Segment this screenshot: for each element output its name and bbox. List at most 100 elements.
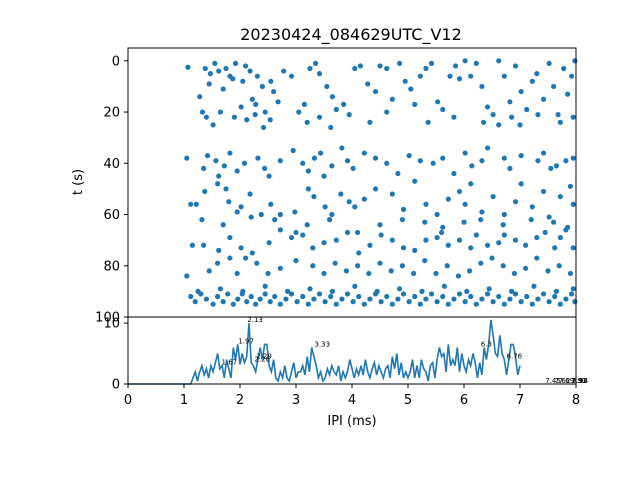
scatter-point: [293, 229, 299, 236]
scatter-point: [408, 86, 414, 92]
scatter-point: [511, 270, 517, 277]
bottom-x-tick-label: 4: [348, 393, 356, 408]
scatter-point: [399, 263, 405, 269]
scatter-point: [234, 270, 240, 277]
scatter-point: [266, 173, 272, 179]
scatter-point: [563, 296, 569, 302]
bottom-y-tick-label: 10: [103, 317, 120, 332]
bottom-x-tick-label: 3: [292, 393, 300, 408]
scatter-point: [529, 204, 535, 210]
scatter-point: [440, 155, 446, 161]
scatter-point: [531, 283, 537, 289]
scatter-point: [329, 288, 335, 294]
scatter-point: [572, 299, 578, 305]
top-y-tick-label: 80: [103, 259, 120, 274]
peak-annotation: 7.92: [572, 377, 588, 385]
scatter-point: [275, 99, 281, 105]
scatter-point: [384, 109, 390, 115]
scatter-point: [199, 109, 206, 115]
scatter-point: [188, 293, 194, 300]
scatter-point: [355, 263, 361, 269]
scatter-point: [244, 299, 250, 305]
scatter-point: [395, 296, 401, 302]
bottom-y-tick-label: 0: [112, 378, 120, 393]
scatter-point: [501, 301, 507, 307]
scatter-point: [378, 232, 384, 238]
scatter-point: [417, 73, 423, 79]
scatter-point: [568, 73, 575, 79]
scatter-point: [384, 65, 390, 72]
scatter-point: [311, 296, 317, 302]
scatter-point: [552, 245, 558, 251]
scatter-point: [247, 68, 253, 74]
scatter-point: [445, 242, 451, 248]
scatter-point: [555, 112, 561, 118]
scatter-point: [188, 201, 194, 207]
scatter-point: [490, 193, 496, 200]
scatter-point: [206, 268, 212, 274]
scatter-point: [277, 301, 283, 307]
bottom-x-tick-label: 5: [404, 393, 412, 408]
scatter-point: [365, 81, 371, 87]
scatter-point: [455, 273, 461, 279]
scatter-point: [540, 96, 547, 102]
scatter-point: [310, 263, 316, 269]
scatter-point: [316, 71, 323, 77]
scatter-point: [243, 255, 249, 261]
scatter-point: [529, 78, 535, 84]
scatter-point: [300, 293, 306, 300]
scatter-point: [253, 101, 259, 107]
scatter-point: [193, 201, 199, 207]
scatter-point: [215, 181, 221, 187]
scatter-point: [305, 301, 311, 307]
scatter-point: [258, 211, 264, 218]
scatter-point: [453, 63, 459, 69]
scatter-point: [400, 291, 407, 297]
scatter-point: [223, 186, 229, 192]
scatter-point: [288, 291, 295, 297]
scatter-point: [259, 83, 265, 90]
top-y-tick-label: 100: [95, 311, 120, 326]
scatter-point: [428, 60, 435, 66]
scatter-point: [473, 301, 479, 307]
scatter-point: [406, 299, 412, 305]
scatter-point: [366, 270, 372, 277]
scatter-point: [395, 170, 401, 177]
scatter-point: [439, 229, 445, 236]
scatter-point: [327, 217, 333, 223]
scatter-point: [451, 170, 457, 177]
scatter-point: [456, 76, 463, 82]
scatter-point: [523, 265, 529, 271]
scatter-point: [230, 76, 236, 82]
scatter-point: [469, 163, 475, 169]
scatter-point: [570, 201, 576, 207]
scatter-points: [184, 58, 578, 307]
scatter-point: [509, 114, 515, 120]
scatter-point: [490, 299, 496, 305]
scatter-point: [565, 91, 571, 97]
scatter-point: [518, 88, 524, 95]
scatter-point: [262, 283, 268, 289]
scatter-point: [501, 155, 507, 161]
scatter-point: [223, 65, 229, 72]
scatter-point: [557, 193, 563, 200]
scatter-point: [540, 150, 547, 156]
scatter-point: [268, 78, 274, 84]
scatter-point: [352, 283, 358, 289]
scatter-point: [201, 165, 207, 172]
scatter-point: [225, 291, 231, 297]
scatter-point: [252, 112, 258, 118]
scatter-point: [266, 240, 272, 246]
scatter-point: [203, 296, 209, 302]
bottom-x-tick-label: 6: [460, 393, 468, 408]
scatter-point: [399, 217, 405, 223]
scatter-point: [238, 245, 244, 251]
scatter-point: [207, 71, 213, 77]
scatter-point: [447, 73, 453, 79]
scatter-point: [184, 273, 190, 279]
scatter-point: [332, 260, 338, 266]
ipi-histogram-line: [128, 319, 521, 385]
scatter-point: [346, 112, 352, 118]
scatter-point: [294, 299, 300, 305]
scatter-point: [507, 296, 513, 302]
